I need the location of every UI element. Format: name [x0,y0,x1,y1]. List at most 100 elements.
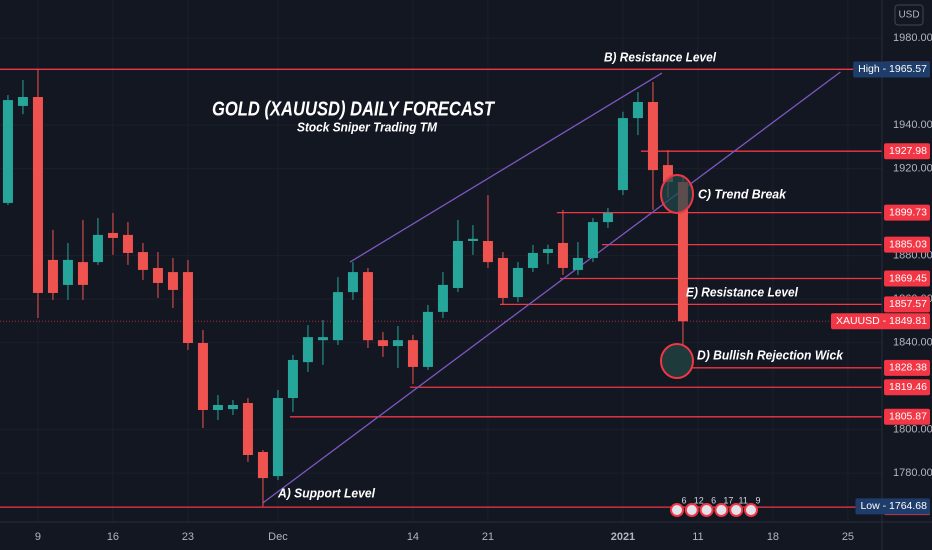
candle-body [482,240,493,263]
candle-body [212,404,223,410]
candle-body [167,272,178,290]
candle-body [182,272,193,343]
level-tag-label: 1857.57 [889,298,927,310]
high-tag-label: High - 1965.57 [858,63,927,75]
low-tag [855,498,930,515]
level-tag [884,204,930,221]
chart-subtitle: Stock Sniper Trading TM [297,119,438,134]
candle-body [437,284,448,312]
low-tag-label: Low - 1764.68 [860,500,927,512]
event-icon [699,503,714,517]
level-tag-label: 1899.73 [889,206,927,218]
event-count: 12 [694,495,704,505]
candle-body [302,337,313,363]
event-icon [670,503,684,517]
candle-body [107,232,118,238]
high-tag [853,61,930,78]
trend-break-circle [660,174,694,214]
candle-body [287,359,298,399]
annotation: D) Bullish Rejection Wick [697,347,844,362]
rejection-wick-circle [660,343,694,379]
candle-body [452,240,463,288]
candle-body [527,252,538,268]
candle-body [377,340,388,347]
event-icon [714,503,729,517]
candle-body [677,182,688,322]
y-tick-label: 1780.00 [893,467,932,479]
level-tag-label: 1885.03 [889,238,927,250]
candle-body [662,165,673,183]
candle-body [347,272,358,293]
event-count: 11 [739,495,748,505]
y-tick-label: 1980.00 [893,32,932,44]
candle-body [257,451,268,479]
annotation: B) Resistance Level [604,49,716,64]
candle-body [647,102,658,171]
candle-body [632,102,643,119]
level-tag [884,143,930,160]
candle-body [62,259,73,285]
chart-title: GOLD (XAUUSD) DAILY FORECAST [212,98,495,120]
candle-body [272,398,283,477]
event-count: 6 [681,495,686,505]
last-price-tag-label: XAUUSD - 1849.81 [836,315,927,327]
last-price-tag [830,313,930,330]
x-tick-label: 11 [692,531,703,543]
event-icon [744,503,758,517]
level-tag-label: 1828.38 [889,362,927,374]
currency-label: USD [898,10,919,21]
x-tick-label: 21 [482,531,494,543]
candle-body [2,100,13,203]
trend-line [262,71,841,504]
candle-body [197,342,208,410]
candle-body [17,97,28,106]
level-tag [884,296,930,313]
annotation: C) Trend Break [698,186,787,201]
candle-body [467,238,478,241]
x-tick-label: Dec [268,531,288,543]
candle-body [317,337,328,341]
candle-body [572,257,583,270]
x-tick-label: 9 [35,531,41,543]
x-tick-label: 14 [407,531,419,543]
event-icon [684,503,699,517]
currency-button[interactable] [894,4,924,26]
level-tag [884,379,930,396]
level-tag-label: 1819.46 [889,381,927,393]
level-tag [884,236,930,253]
candle-body [362,272,373,341]
x-tick-label: 16 [107,531,119,543]
candle-body [512,267,523,298]
y-tick-label: 1800.00 [893,423,932,435]
annotation: A) Support Level [277,485,375,500]
annotation: E) Resistance Level [686,284,798,299]
y-tick-label: 1940.00 [893,119,932,131]
candle-body [407,340,418,367]
level-tag-label: 1869.45 [889,272,927,284]
candle-body [617,118,628,191]
event-count: 17 [723,495,733,505]
candle-body [497,257,508,298]
event-count: 9 [755,495,760,505]
x-tick-label: 25 [842,531,854,543]
event-icon [729,503,744,517]
y-tick-label: 1840.00 [893,336,932,348]
candle-body [77,262,88,285]
candle-body [92,234,103,263]
candle-body [422,311,433,367]
y-tick-label: 1920.00 [893,162,932,174]
candle-body [542,249,553,253]
trend-line [349,72,663,263]
candle-body [122,234,133,253]
candle-body [137,252,148,270]
level-tag [884,270,930,287]
candle-body [242,403,253,456]
x-tick-label: 23 [182,531,194,543]
level-tag-label: 1927.98 [889,145,927,157]
level-tag [884,408,930,425]
candle-body [47,259,58,293]
candle-body [557,242,568,268]
level-tag-label: 1805.87 [889,411,927,423]
candle-body [587,222,598,258]
